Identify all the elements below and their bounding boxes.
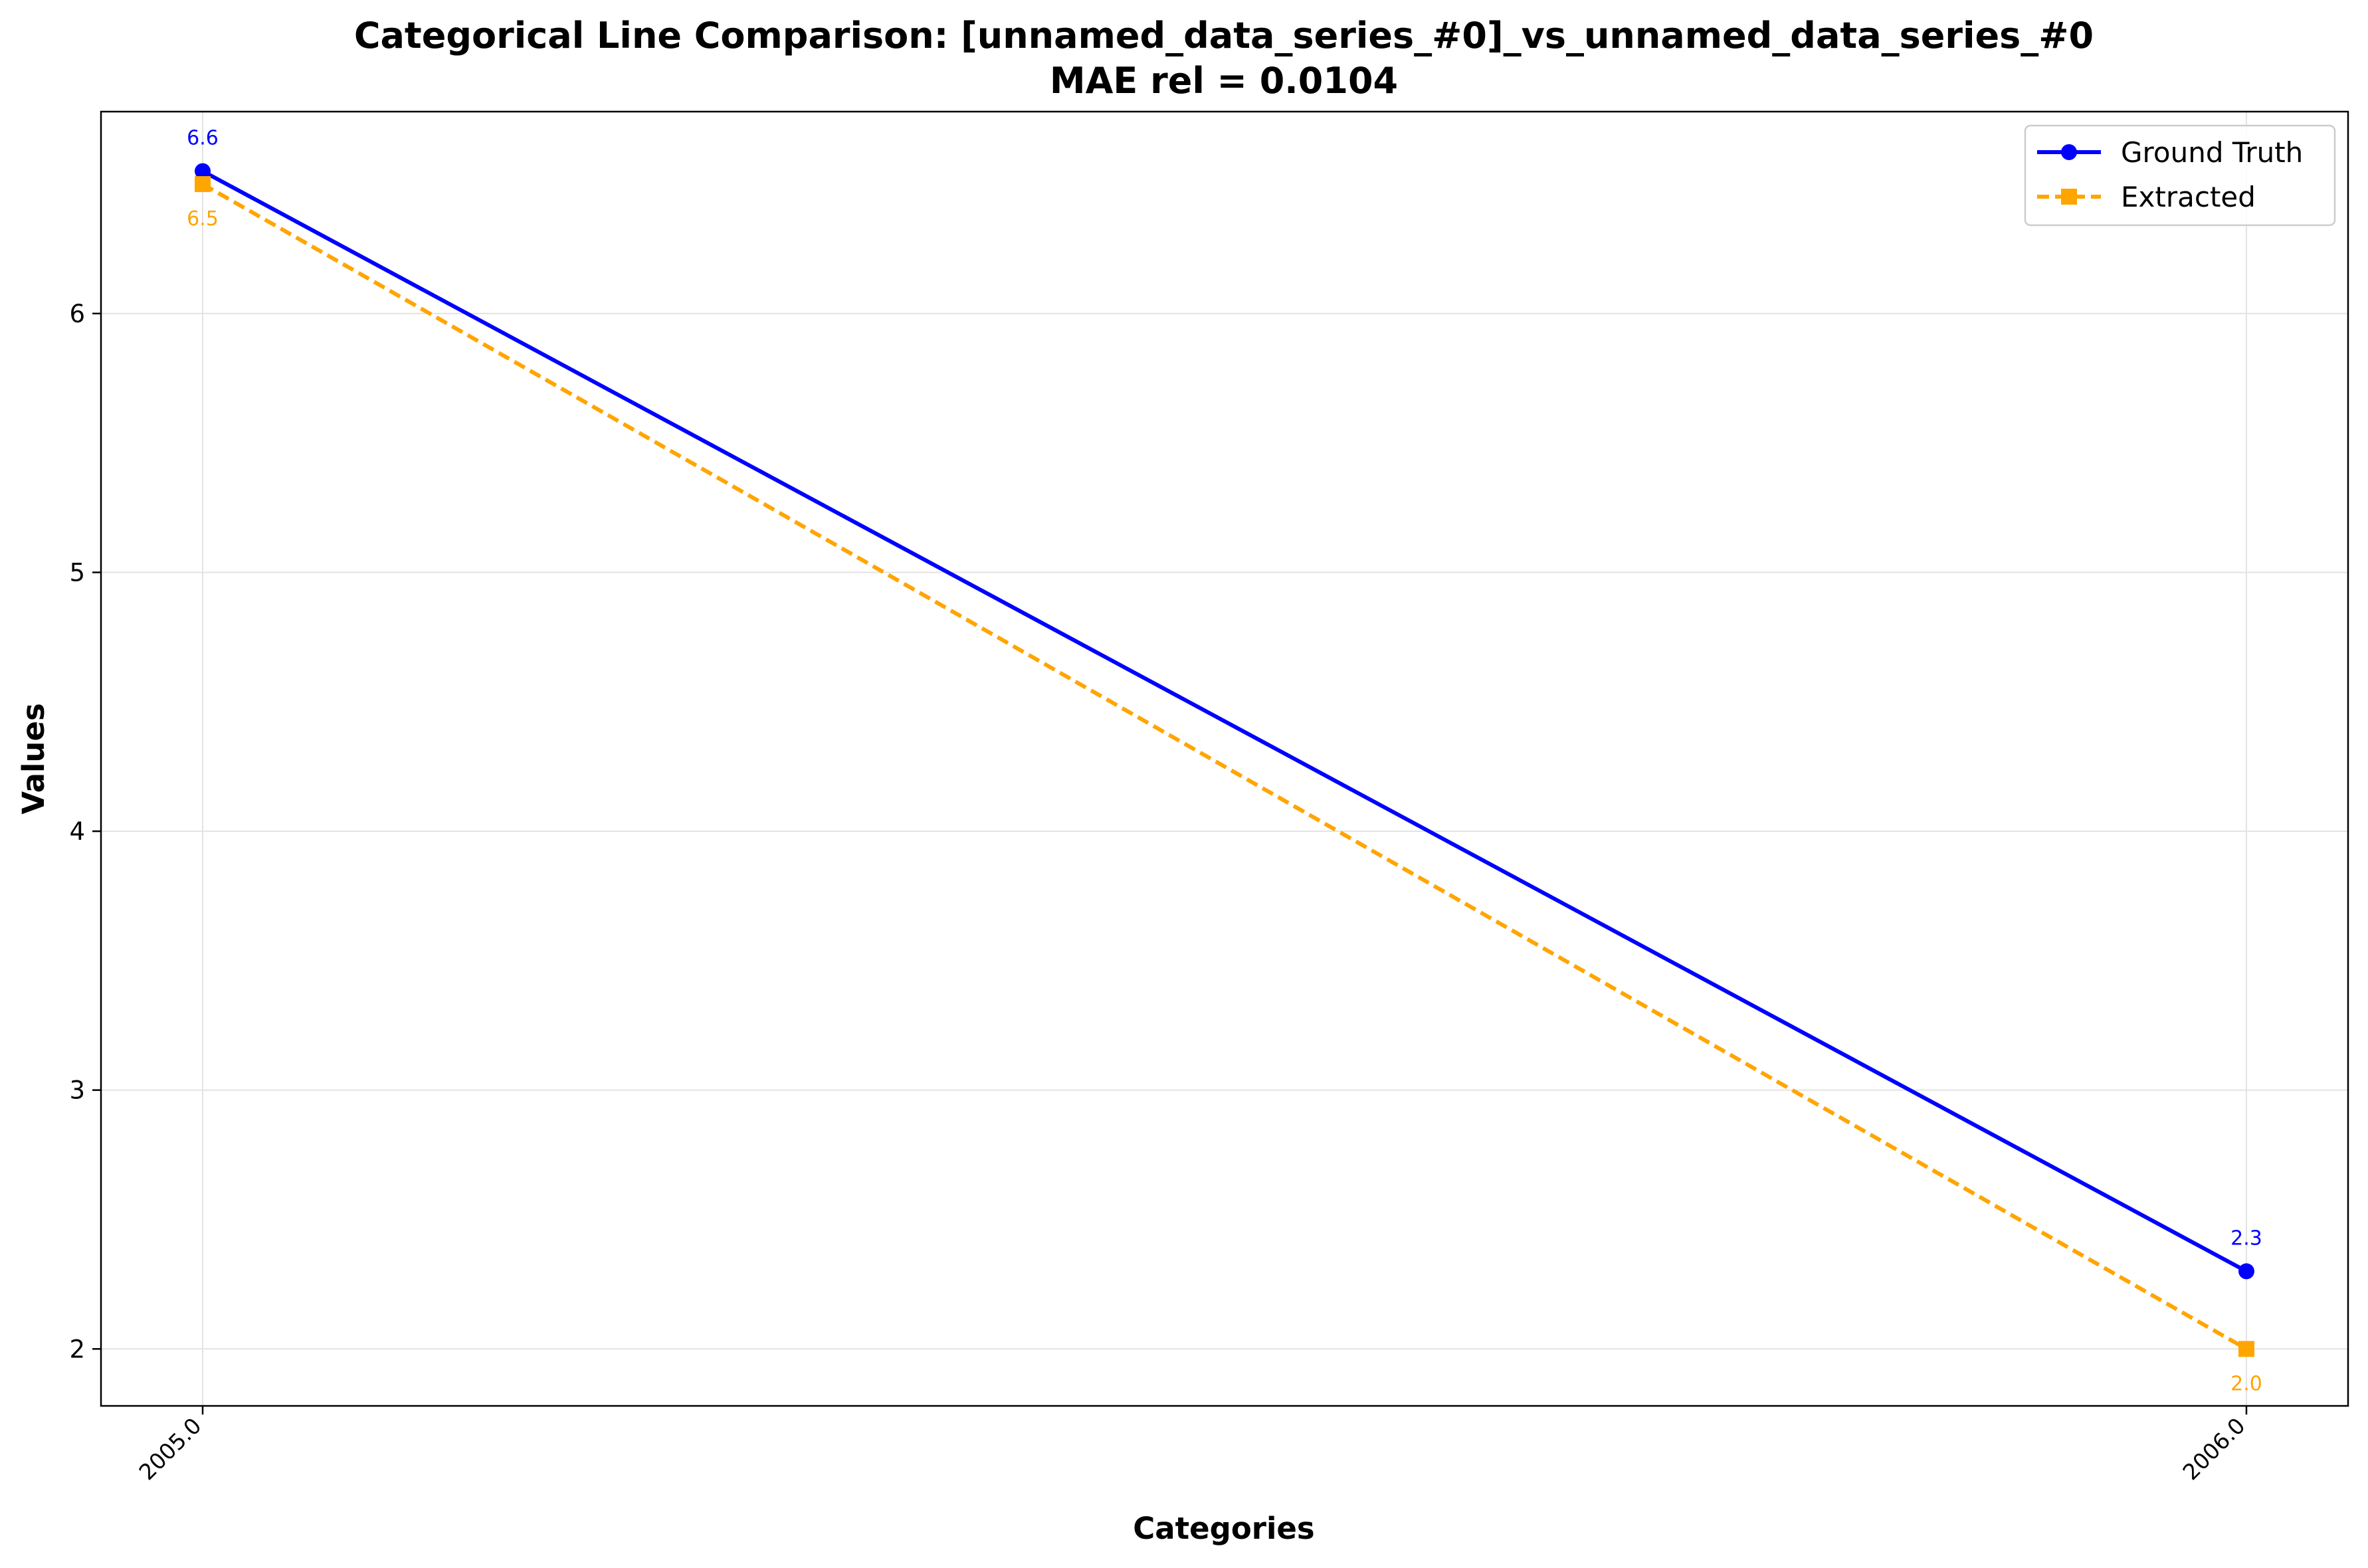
x-tick-label: 2006.0 — [2177, 1413, 2250, 1485]
data-label: 2.0 — [2230, 1372, 2262, 1395]
data-labels: 6.6 2.3 6.5 2.0 — [187, 127, 2262, 1396]
y-axis-label: Values — [16, 703, 51, 815]
chart-subtitle: MAE rel = 0.0104 — [1050, 60, 1398, 102]
x-axis-label: Categories — [1133, 1511, 1314, 1546]
legend-marker-extracted — [2061, 189, 2077, 205]
legend-box — [2024, 124, 2336, 227]
legend-label-ground-truth: Ground Truth — [2121, 136, 2303, 169]
data-point — [2238, 1341, 2254, 1357]
x-tick-label: 2005.0 — [134, 1413, 206, 1485]
data-point — [195, 176, 211, 193]
axis-ticks: 2 3 4 5 6 2005.0 2006.0 — [69, 300, 2250, 1485]
y-tick-label: 6 — [69, 300, 85, 328]
series-markers — [195, 163, 2254, 1357]
legend: Ground Truth Extracted — [2024, 124, 2336, 227]
plot-frame — [100, 110, 2349, 1407]
series-line-1 — [201, 182, 2248, 1351]
legend-label-extracted: Extracted — [2121, 181, 2256, 213]
y-tick-label: 2 — [69, 1335, 85, 1363]
data-label: 2.3 — [2230, 1226, 2262, 1250]
chart-title: Categorical Line Comparison: [unnamed_da… — [354, 15, 2094, 56]
legend-marker-ground-truth — [2061, 144, 2077, 160]
data-point — [2238, 1263, 2254, 1280]
y-tick-label: 5 — [69, 558, 85, 587]
series-line-0 — [201, 169, 2248, 1274]
grid — [101, 112, 2348, 1406]
data-label: 6.6 — [187, 127, 219, 150]
data-label: 6.5 — [187, 207, 219, 231]
data-point — [195, 163, 211, 179]
y-tick-label: 4 — [69, 817, 85, 846]
y-tick-label: 3 — [69, 1076, 85, 1105]
series-lines — [201, 169, 2248, 1351]
